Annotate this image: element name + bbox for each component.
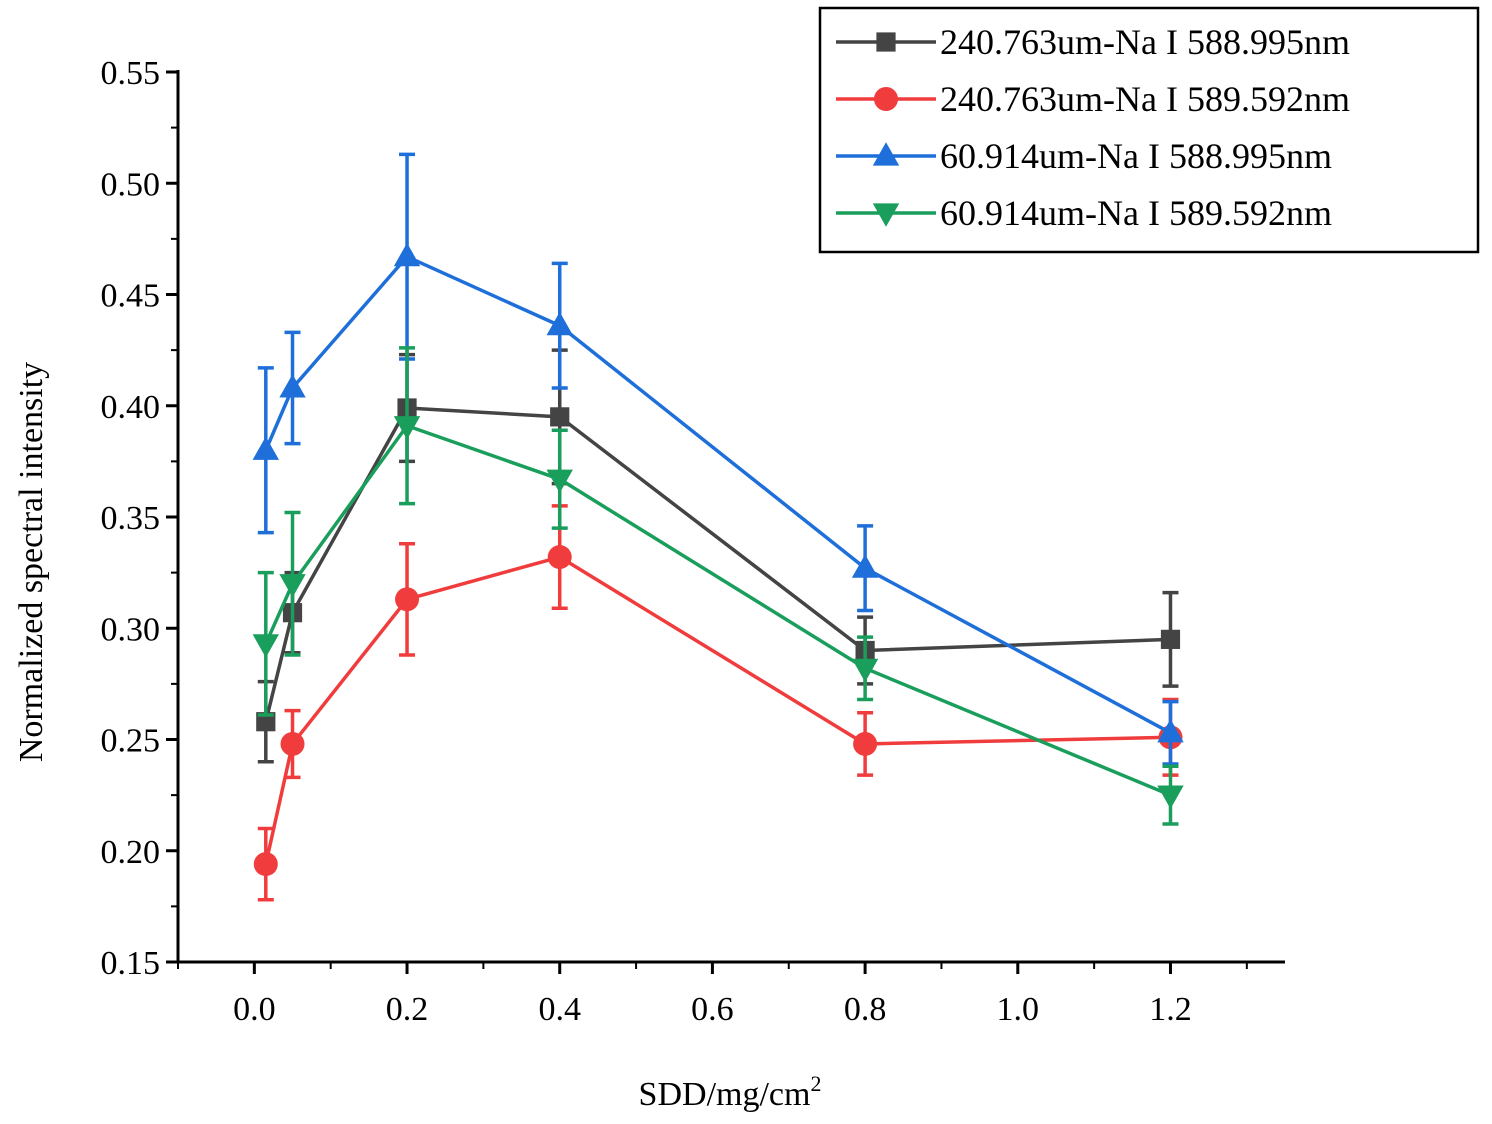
legend: 240.763um-Na I 588.995nm 240.763um-Na I 5… bbox=[818, 6, 1480, 254]
y-tick-label: 0.50 bbox=[101, 166, 161, 203]
y-axis-label: Normalized spectral intensity bbox=[13, 362, 50, 762]
x-tick-label: 1.2 bbox=[1149, 991, 1192, 1028]
y-tick-label: 0.30 bbox=[101, 611, 161, 648]
data-point-circle bbox=[874, 87, 898, 111]
data-point-square bbox=[876, 32, 896, 52]
legend-label: 60.914um-Na I 589.592nm bbox=[940, 193, 1332, 233]
y-tick-label: 0.45 bbox=[101, 278, 161, 315]
axes: 0.15 0.20 0.25 0.30 0.35 0.40 0.45 0.50 0.55 0.0 0… bbox=[101, 55, 1285, 1028]
data-point-triangle-down bbox=[851, 658, 879, 683]
data-point-triangle-down bbox=[546, 469, 573, 493]
data-point-triangle-down bbox=[1157, 785, 1184, 809]
data-point-triangle-up bbox=[279, 374, 306, 398]
series-layer bbox=[252, 152, 1184, 902]
data-point-triangle-up bbox=[393, 242, 421, 267]
y-tick-label: 0.15 bbox=[101, 945, 161, 982]
data-point-triangle-up bbox=[252, 436, 279, 460]
data-point-square bbox=[1160, 629, 1181, 649]
x-axis-label-main: SDD/mg/cm bbox=[639, 1076, 811, 1113]
data-point-triangle-down bbox=[393, 416, 421, 440]
y-tick-label: 0.40 bbox=[101, 389, 161, 426]
y-tick-label: 0.55 bbox=[101, 55, 161, 92]
x-tick-label: 0.8 bbox=[844, 991, 887, 1028]
data-point-triangle-up bbox=[546, 311, 573, 336]
series-line bbox=[264, 424, 1172, 797]
series-line bbox=[264, 254, 1172, 735]
data-point-circle bbox=[853, 731, 878, 756]
data-point-triangle-up bbox=[872, 142, 900, 166]
legend-label: 60.914um-Na I 588.995nm bbox=[940, 136, 1332, 176]
legend-label: 240.763um-Na I 589.592nm bbox=[940, 79, 1350, 119]
data-point-triangle-down bbox=[872, 203, 900, 227]
x-tick-label: 0.4 bbox=[538, 991, 581, 1028]
data-point-triangle-down bbox=[252, 634, 279, 658]
data-point-circle bbox=[547, 545, 572, 570]
data-point-circle bbox=[253, 852, 278, 877]
x-axis-label: SDD/mg/cm2 bbox=[639, 1071, 822, 1113]
x-tick-label: 0.6 bbox=[691, 991, 734, 1028]
series-1 bbox=[256, 348, 1181, 764]
x-tick-label: 1.0 bbox=[997, 991, 1040, 1028]
series-4 bbox=[252, 346, 1184, 826]
x-tick-label: 0.0 bbox=[233, 991, 276, 1028]
series-3 bbox=[252, 152, 1184, 766]
series-line bbox=[264, 555, 1171, 865]
x-axis-label-superscript: 2 bbox=[810, 1071, 821, 1096]
data-point-triangle-up bbox=[851, 554, 879, 578]
data-point-square bbox=[256, 712, 276, 732]
data-point-triangle-up bbox=[1157, 719, 1184, 743]
x-tick-label: 0.2 bbox=[386, 991, 429, 1028]
series-line bbox=[264, 406, 1171, 723]
y-tick-label: 0.25 bbox=[101, 723, 161, 760]
data-point-square bbox=[550, 407, 570, 427]
y-tick-label: 0.20 bbox=[101, 834, 161, 871]
legend-label: 240.763um-Na I 588.995nm bbox=[940, 22, 1350, 62]
data-point-triangle-down bbox=[279, 574, 306, 598]
series-2 bbox=[253, 504, 1183, 902]
data-point-circle bbox=[280, 731, 305, 756]
data-point-circle bbox=[395, 587, 420, 612]
y-tick-label: 0.35 bbox=[101, 500, 161, 537]
